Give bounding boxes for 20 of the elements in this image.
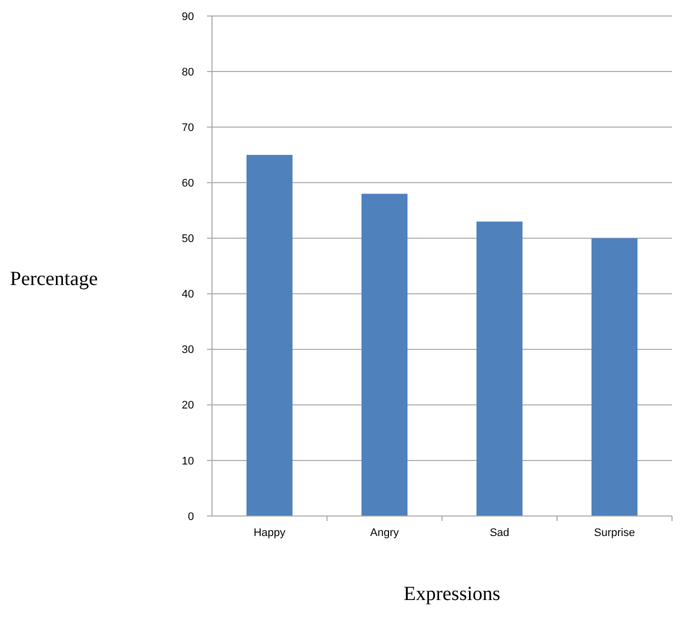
y-tick-label: 10 [182, 455, 194, 468]
y-tick-label: 70 [182, 122, 194, 134]
y-tick-label: 80 [182, 66, 194, 78]
x-tick-label: Angry [370, 527, 400, 539]
bar [592, 238, 638, 516]
x-tick-label: Happy [254, 527, 286, 539]
x-tick-label: Sad [490, 527, 510, 539]
bar [246, 154, 292, 516]
y-tick-label: 30 [182, 344, 194, 356]
x-axis-title: Expressions [404, 583, 501, 605]
y-tick-label: 50 [182, 233, 194, 246]
bar [362, 194, 408, 516]
bar [476, 222, 522, 516]
y-axis-title: Percentage [10, 268, 98, 290]
x-tick-label: Surprise [594, 527, 635, 539]
y-tick-label: 90 [182, 10, 194, 23]
y-tick-label: 20 [182, 400, 194, 412]
y-tick-label: 60 [182, 178, 194, 190]
y-tick-label: 0 [188, 510, 194, 523]
y-tick-label: 40 [182, 288, 194, 301]
